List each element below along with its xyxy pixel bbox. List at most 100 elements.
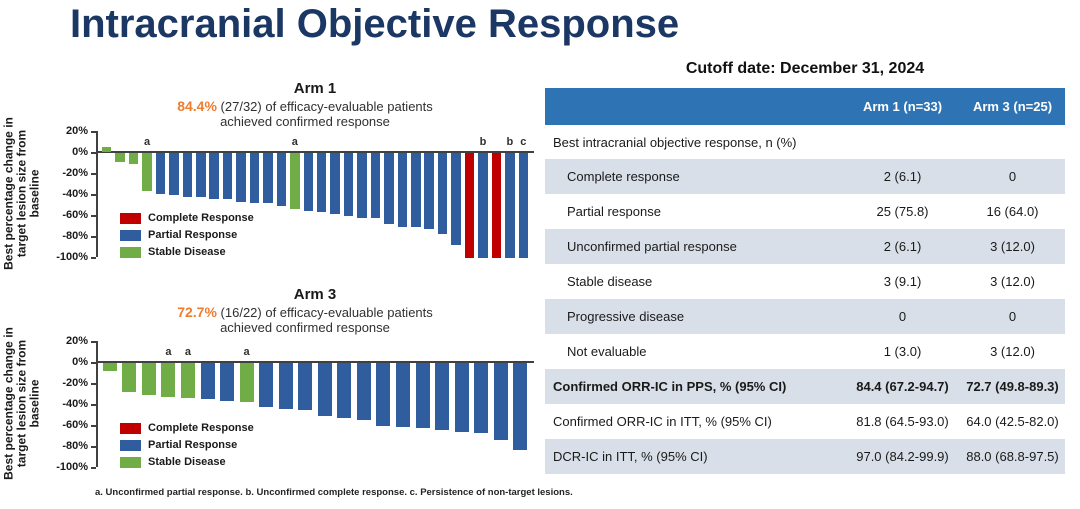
waterfall-bar-partial: [196, 153, 206, 198]
row-value-arm1: 97.0 (84.2-99.9): [856, 449, 949, 464]
waterfall-bar-stable: [141, 363, 156, 395]
waterfall-bar-partial: [451, 153, 461, 246]
row-value-arm1: 81.8 (64.5-93.0): [856, 414, 949, 429]
y-tick-label: -80%: [62, 230, 88, 242]
y-axis-tick: [91, 152, 96, 154]
table-row: Complete response 2 (6.1) 0: [545, 159, 1065, 194]
waterfall-bar-partial: [397, 153, 408, 227]
waterfall-bar-stable: [239, 363, 254, 402]
legend-swatch-complete: [120, 213, 141, 224]
response-rate-highlight-arm1: 84.4%: [177, 98, 217, 114]
table-row: Confirmed ORR-IC in PPS, % (95% CI) 84.4 …: [545, 369, 1065, 404]
cutoff-date-heading: Cutoff date: December 31, 2024: [685, 60, 925, 77]
row-value-arm1: 25 (75.8): [876, 204, 929, 219]
waterfall-chart-arm1: Arm 1 84.4% (27/32) of efficacy-evaluabl…: [0, 62, 540, 277]
waterfall-bar-partial: [222, 153, 233, 200]
waterfall-bar-partial: [474, 363, 489, 434]
row-label: Complete response: [567, 169, 680, 184]
y-tick-label: -100%: [56, 251, 88, 263]
row-label: Confirmed ORR-IC in PPS, % (95% CI): [553, 379, 787, 394]
page-title: Intracranial Objective Response: [70, 2, 680, 46]
table-row: DCR-IC in ITT, % (95% CI) 97.0 (84.2-99.9…: [545, 439, 1065, 474]
waterfall-bar-partial: [209, 153, 219, 200]
row-value-arm3: 72.7 (49.8-89.3): [966, 379, 1059, 394]
row-label: Best intracranial objective response, n …: [553, 134, 797, 150]
legend-label: Partial Response: [148, 229, 238, 241]
row-label: Confirmed ORR-IC in ITT, % (95% CI): [553, 414, 772, 429]
row-value-arm3: 64.0 (42.5-82.0): [966, 414, 1059, 429]
y-tick-label: -20%: [62, 377, 88, 389]
y-tick-label: 20%: [65, 335, 88, 347]
row-value-arm3: 3 (12.0): [990, 239, 1035, 254]
y-axis-tick: [91, 215, 96, 217]
waterfall-bar-partial: [343, 153, 354, 216]
response-table: Arm 1 (n=33) Arm 3 (n=25) Best intracrania…: [545, 88, 1065, 474]
waterfall-bar-partial: [155, 153, 166, 194]
waterfall-bar-partial: [505, 153, 515, 258]
waterfall-bar-stable: [142, 153, 152, 191]
row-label: Not evaluable: [567, 344, 647, 359]
table-row: Progressive disease 0 0: [545, 299, 1065, 334]
row-value-arm1: 0: [898, 309, 907, 324]
waterfall-bar-partial: [384, 153, 394, 225]
y-axis-tick: [91, 404, 96, 406]
y-tick-label: -40%: [62, 188, 88, 200]
y-axis-tick: [91, 446, 96, 448]
row-label: DCR-IC in ITT, % (95% CI): [553, 449, 708, 464]
chart-title-arm3: Arm 3: [293, 286, 337, 303]
row-value-arm1: 2 (6.1): [883, 169, 922, 184]
waterfall-bar-stable: [101, 146, 112, 152]
response-rate-highlight-arm3: 72.7%: [177, 304, 217, 320]
waterfall-bar-partial: [317, 363, 332, 416]
waterfall-bar-partial: [298, 363, 313, 411]
waterfall-bar-partial: [200, 363, 215, 399]
waterfall-bar-partial: [357, 153, 367, 219]
row-value-arm3: 0: [1008, 169, 1017, 184]
waterfall-bar-stable: [161, 363, 176, 397]
bar-note-a: a: [165, 346, 172, 358]
legend-item-complete: Complete Response: [120, 422, 280, 436]
row-value-arm3: 0: [1008, 309, 1017, 324]
row-value-arm1: 1 (3.0): [883, 344, 922, 359]
row-label: Partial response: [567, 204, 661, 219]
waterfall-bar-stable: [180, 363, 195, 398]
table-header-row: Arm 1 (n=33) Arm 3 (n=25): [545, 88, 1065, 125]
y-tick-label: -100%: [56, 461, 88, 473]
footnote: a. Unconfirmed partial response. b. Unco…: [95, 487, 573, 498]
waterfall-bar-stable: [128, 153, 139, 164]
waterfall-bar-partial: [330, 153, 340, 214]
chart-subtitle-arm3: 72.7% (16/22) of efficacy-evaluable pati…: [70, 304, 540, 320]
waterfall-bar-partial: [182, 153, 193, 198]
table-row: Stable disease 3 (9.1) 3 (12.0): [545, 264, 1065, 299]
y-tick-label: -20%: [62, 167, 88, 179]
waterfall-bar-complete: [491, 153, 502, 258]
waterfall-bar-stable: [290, 153, 300, 209]
waterfall-bar-partial: [263, 153, 273, 204]
y-axis-tick: [91, 173, 96, 175]
row-label: Unconfirmed partial response: [567, 239, 737, 254]
y-axis-tick: [91, 131, 96, 133]
legend-label: Stable Disease: [148, 456, 226, 468]
bar-note-a: a: [184, 346, 192, 358]
y-axis-tick: [91, 236, 96, 238]
waterfall-bar-partial: [454, 363, 469, 433]
waterfall-bar-partial: [276, 153, 287, 206]
table-row: Unconfirmed partial response 2 (6.1) 3 (12…: [545, 229, 1065, 264]
y-axis-tick: [91, 341, 96, 343]
y-axis-line: [96, 131, 98, 257]
y-axis-tick: [91, 383, 96, 385]
waterfall-bar-partial: [437, 153, 448, 234]
y-tick-label: 0%: [72, 146, 88, 158]
chart-subtitle-text-arm1: (27/32) of efficacy-evaluable patients: [220, 99, 433, 114]
legend-swatch-stable: [120, 457, 141, 468]
bar-note-a: a: [291, 136, 298, 148]
waterfall-bar-partial: [278, 363, 293, 410]
waterfall-bar-partial: [493, 363, 508, 440]
zero-baseline: [96, 151, 534, 153]
legend-label: Complete Response: [148, 212, 254, 224]
waterfall-bar-partial: [478, 153, 488, 258]
legend-label: Complete Response: [148, 422, 254, 434]
row-value-arm1: 84.4 (67.2-94.7): [856, 379, 949, 394]
waterfall-bar-partial: [395, 363, 410, 428]
legend-item-partial: Partial Response: [120, 229, 280, 243]
